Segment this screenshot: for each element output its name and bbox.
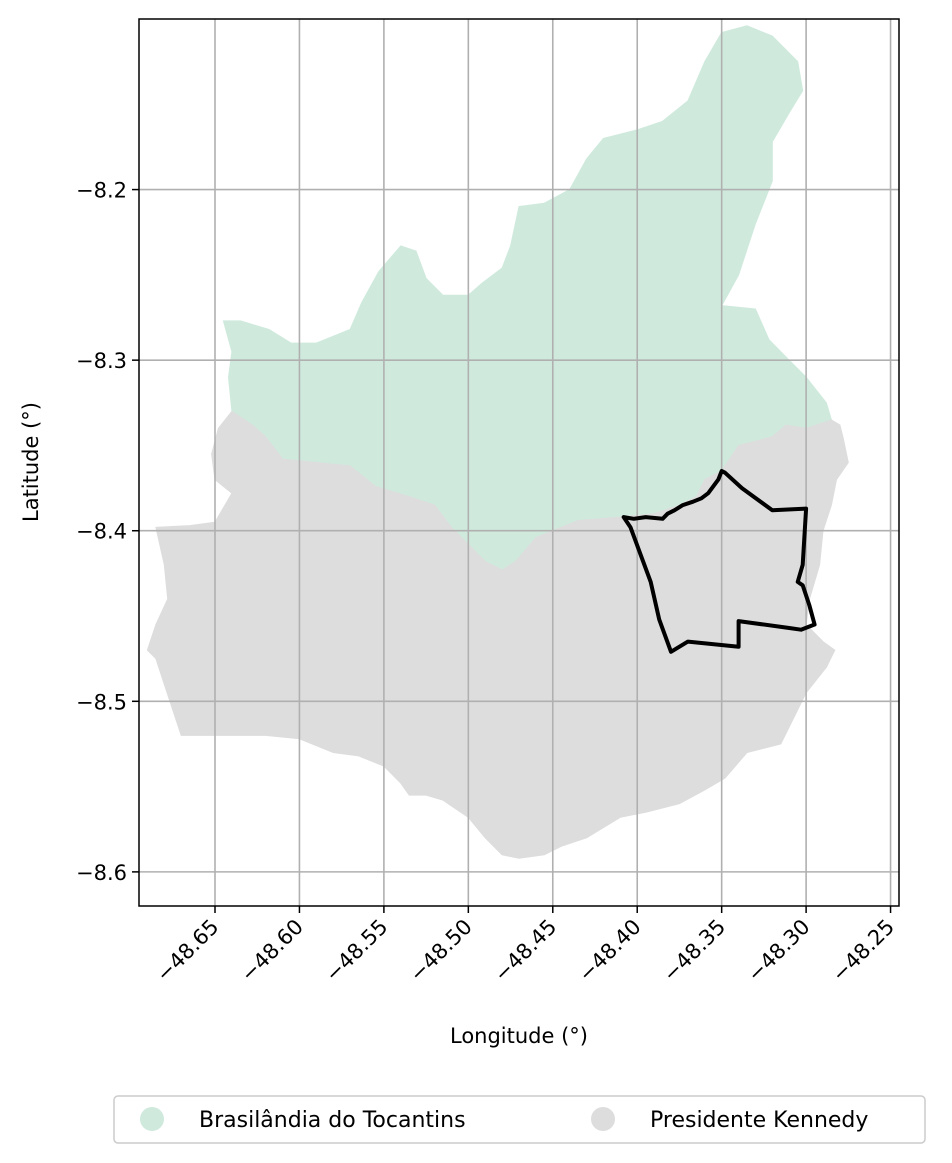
y-tick-label: −8.2	[76, 179, 127, 203]
y-axis-title: Latitude (°)	[19, 402, 43, 522]
plot-frame	[138, 18, 900, 907]
legend-marker-presidente-kennedy	[591, 1107, 615, 1131]
y-tick-label: −8.3	[76, 349, 127, 373]
y-axis: −8.2 −8.3 −8.4 −8.5 −8.6	[76, 179, 139, 885]
y-tick-label: −8.5	[76, 690, 127, 714]
legend-label-brasilandia: Brasilândia do Tocantins	[199, 1108, 466, 1133]
x-axis-title: Longitude (°)	[450, 1024, 588, 1048]
legend-marker-brasilandia	[140, 1107, 164, 1131]
y-tick-label: −8.4	[76, 520, 127, 544]
legend-label-presidente-kennedy: Presidente Kennedy	[650, 1108, 868, 1133]
legend-box	[113, 1095, 926, 1144]
legend: Brasilândia do Tocantins Presidente Kenn…	[113, 1095, 926, 1144]
y-tick-label: −8.6	[76, 861, 127, 885]
outline-layer	[621, 469, 817, 654]
grid-layer	[139, 19, 899, 906]
regions-layer	[146, 25, 849, 859]
highlight-outline	[621, 469, 817, 654]
